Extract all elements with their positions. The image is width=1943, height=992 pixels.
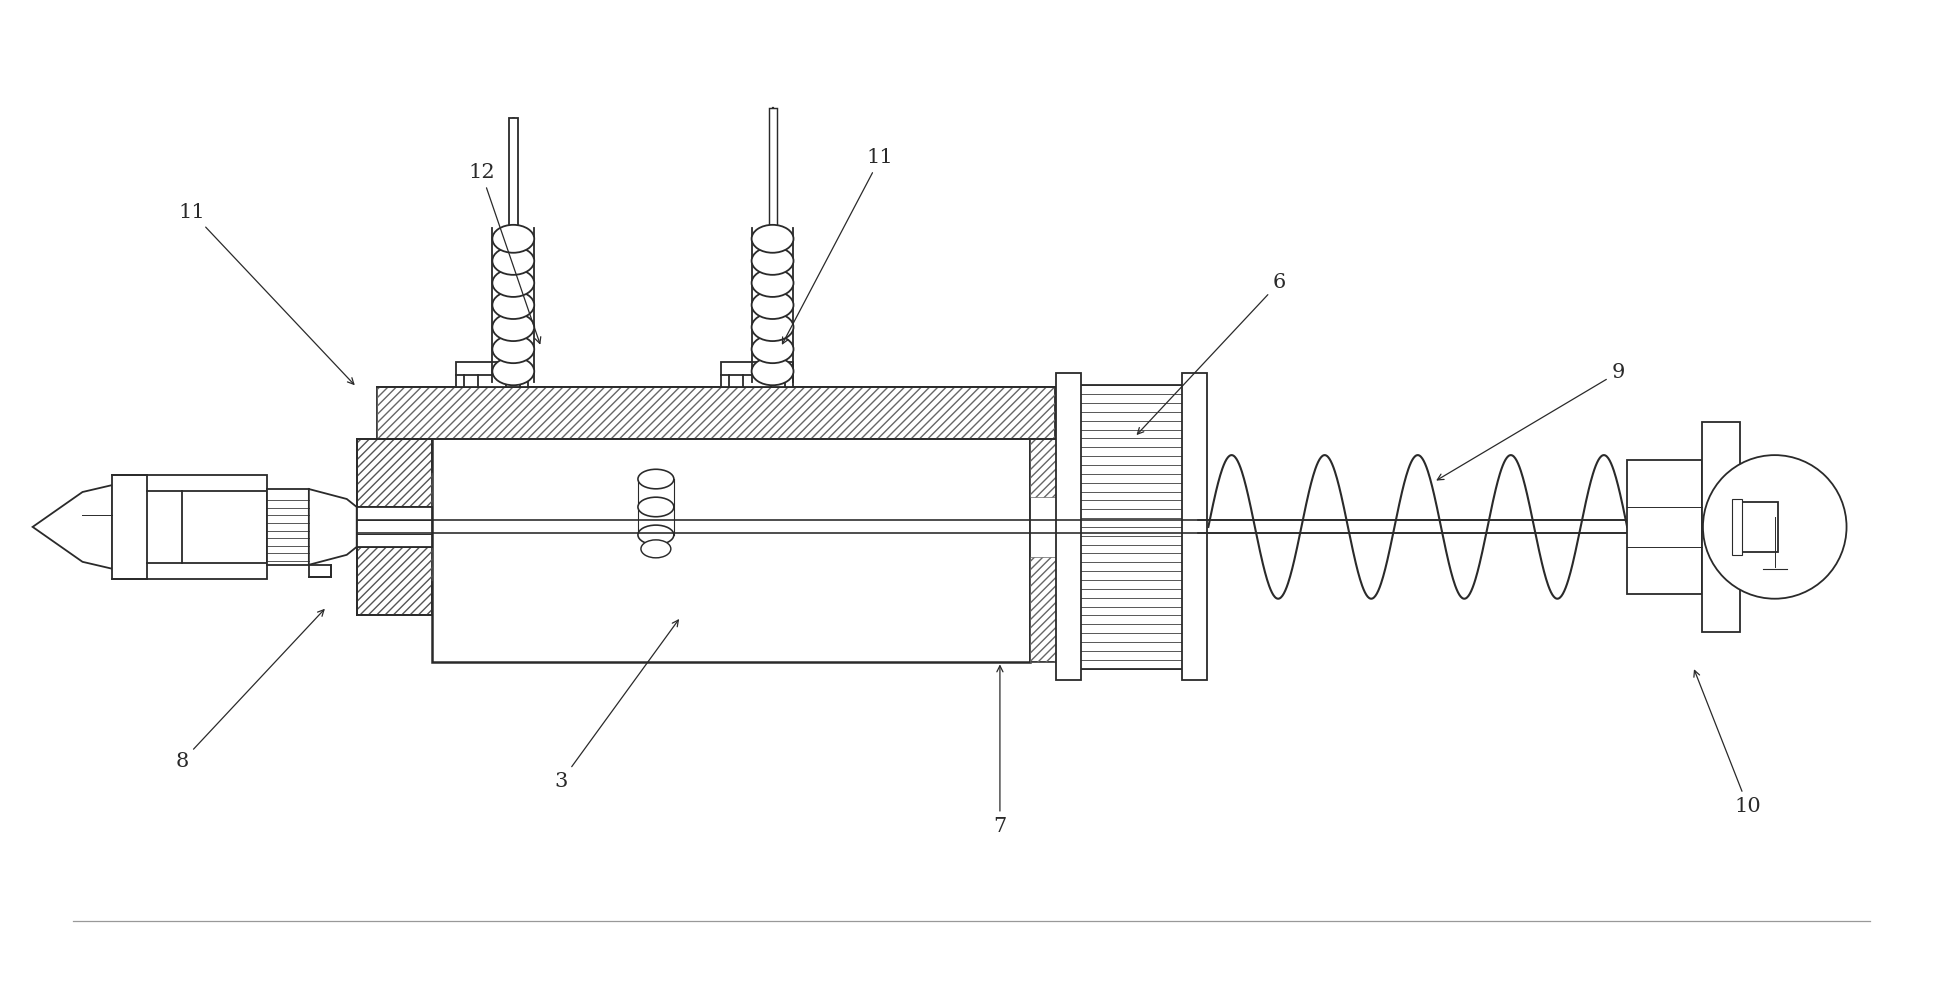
Ellipse shape <box>752 291 793 319</box>
Bar <box>309 564 330 576</box>
Ellipse shape <box>752 247 793 275</box>
Bar <box>771 375 785 387</box>
Bar <box>721 362 793 387</box>
Ellipse shape <box>641 540 670 558</box>
Text: 3: 3 <box>554 620 678 791</box>
Ellipse shape <box>492 357 534 385</box>
Text: 10: 10 <box>1694 671 1760 815</box>
Ellipse shape <box>752 313 793 341</box>
Bar <box>1055 373 1080 681</box>
Bar <box>1731 499 1741 555</box>
Bar <box>729 375 742 387</box>
Bar <box>457 362 528 387</box>
Ellipse shape <box>637 469 674 489</box>
Ellipse shape <box>637 525 674 545</box>
Ellipse shape <box>752 335 793 363</box>
Ellipse shape <box>752 269 793 297</box>
Bar <box>358 547 431 615</box>
Ellipse shape <box>637 497 674 517</box>
Bar <box>1030 557 1069 662</box>
Bar <box>1183 373 1207 681</box>
Bar <box>148 491 183 562</box>
Bar <box>1626 459 1702 594</box>
Bar <box>1030 392 1069 662</box>
Ellipse shape <box>752 357 793 385</box>
Text: 9: 9 <box>1438 363 1624 480</box>
Ellipse shape <box>492 335 534 363</box>
Ellipse shape <box>492 269 534 297</box>
Bar <box>358 439 431 507</box>
Text: 6: 6 <box>1137 273 1286 434</box>
Bar <box>1030 392 1069 497</box>
Bar <box>377 387 1055 439</box>
Ellipse shape <box>752 225 793 253</box>
Bar <box>358 547 431 615</box>
Bar <box>358 507 431 547</box>
Polygon shape <box>309 489 358 564</box>
Polygon shape <box>33 485 113 568</box>
Bar <box>1702 423 1739 632</box>
Bar <box>113 475 266 578</box>
Bar <box>507 375 521 387</box>
Bar <box>358 439 431 507</box>
Text: 11: 11 <box>179 203 354 384</box>
Text: 8: 8 <box>175 610 324 771</box>
Bar <box>769 108 777 228</box>
Bar <box>1069 385 1195 669</box>
Bar <box>377 387 1055 439</box>
Bar <box>509 118 517 228</box>
Circle shape <box>1702 455 1846 599</box>
Text: 11: 11 <box>783 149 894 343</box>
Text: 7: 7 <box>993 666 1006 835</box>
Bar <box>1739 502 1778 552</box>
Bar <box>431 392 1030 662</box>
Text: 12: 12 <box>468 164 540 343</box>
Bar <box>464 375 478 387</box>
Ellipse shape <box>492 225 534 253</box>
Bar <box>266 489 309 564</box>
Ellipse shape <box>492 291 534 319</box>
Bar <box>358 507 431 547</box>
Ellipse shape <box>492 313 534 341</box>
Ellipse shape <box>492 247 534 275</box>
